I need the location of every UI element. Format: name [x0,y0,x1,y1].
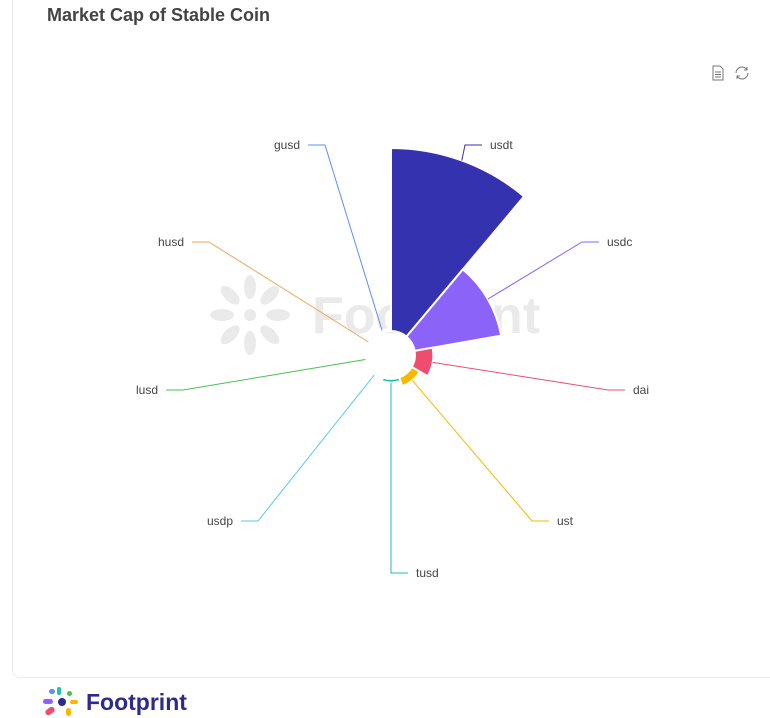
rose-chart: Footprint usdtusdcdaiusttusdusdplusdhusd… [136,138,649,580]
label-line-tusd [390,382,408,574]
label-line-usdp [241,374,375,522]
label-line-gusd [308,144,383,331]
slice-label-tusd: tusd [416,566,439,580]
label-line-husd [192,241,369,343]
sector-usdc[interactable] [405,268,503,352]
footer-logo: Footprint [40,686,187,718]
sector-gusd[interactable] [373,328,392,338]
slice-label-ust: ust [557,514,574,528]
slice-label-usdt: usdt [490,138,513,152]
footer-brand: Footprint [86,688,187,715]
slice-label-usdp: usdp [207,514,233,528]
label-line-lusd [166,359,366,391]
chart-title: Market Cap of Stable Coin [47,5,271,25]
slice-label-usdc: usdc [607,235,632,249]
document-icon[interactable] [711,65,725,81]
sector-usdp[interactable] [367,366,384,381]
slice-label-lusd: lusd [136,383,158,397]
sector-tusd[interactable] [380,376,402,384]
sector-ust[interactable] [398,366,421,388]
label-line-usdc [487,241,599,300]
label-line-ust [411,380,549,522]
sector-lusd[interactable] [364,349,372,369]
label-line-dai [432,361,625,391]
refresh-icon[interactable] [733,65,751,81]
label-line-usdt [461,144,482,161]
sector-usdt[interactable] [390,147,526,338]
footprint-logo-icon [43,687,78,716]
slice-label-husd: husd [158,235,184,249]
slice-label-gusd: gusd [274,138,300,152]
slice-label-dai: dai [633,383,649,397]
